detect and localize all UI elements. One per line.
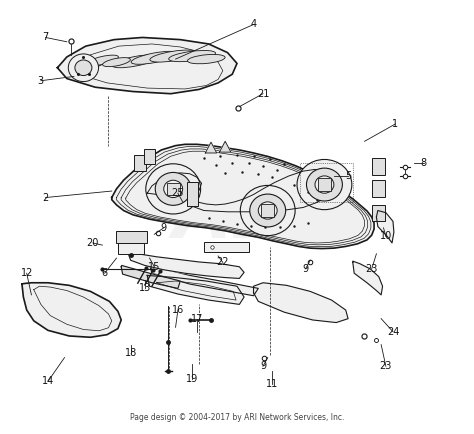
Text: 15: 15 — [148, 262, 161, 272]
Text: 9: 9 — [161, 223, 167, 233]
Text: 11: 11 — [266, 378, 279, 388]
Ellipse shape — [72, 60, 104, 71]
Text: 9: 9 — [260, 361, 266, 371]
Circle shape — [146, 164, 201, 214]
Text: 6: 6 — [101, 268, 108, 278]
Polygon shape — [112, 145, 374, 249]
Ellipse shape — [188, 54, 225, 64]
Text: 10: 10 — [380, 231, 392, 241]
Circle shape — [240, 185, 295, 236]
Circle shape — [164, 180, 182, 197]
Polygon shape — [219, 141, 231, 152]
FancyBboxPatch shape — [372, 205, 385, 221]
FancyBboxPatch shape — [117, 231, 147, 243]
Ellipse shape — [102, 58, 130, 67]
Text: 23: 23 — [380, 361, 392, 371]
Circle shape — [75, 60, 92, 76]
Text: 23: 23 — [365, 264, 378, 274]
Circle shape — [68, 54, 99, 82]
Text: 5: 5 — [345, 171, 351, 181]
Polygon shape — [57, 37, 237, 94]
Circle shape — [307, 168, 342, 201]
Text: 21: 21 — [257, 89, 269, 99]
Ellipse shape — [131, 51, 177, 64]
Ellipse shape — [86, 55, 118, 66]
Text: 3: 3 — [38, 76, 44, 86]
Text: 8: 8 — [420, 158, 427, 168]
Circle shape — [258, 202, 277, 219]
Text: 18: 18 — [125, 348, 137, 358]
Circle shape — [297, 159, 352, 210]
Polygon shape — [22, 283, 121, 337]
Text: 16: 16 — [172, 305, 184, 315]
Ellipse shape — [169, 50, 216, 62]
FancyBboxPatch shape — [261, 204, 274, 217]
FancyBboxPatch shape — [166, 183, 180, 195]
Text: 25: 25 — [172, 188, 184, 198]
Polygon shape — [254, 283, 348, 322]
Circle shape — [155, 172, 191, 205]
Circle shape — [315, 176, 334, 193]
FancyBboxPatch shape — [372, 158, 385, 174]
Text: 20: 20 — [87, 238, 99, 248]
Text: 13: 13 — [139, 283, 151, 293]
Polygon shape — [147, 276, 244, 304]
Ellipse shape — [150, 50, 197, 62]
Polygon shape — [150, 265, 258, 296]
Text: 9: 9 — [302, 264, 309, 274]
FancyBboxPatch shape — [144, 149, 155, 164]
FancyBboxPatch shape — [318, 178, 331, 191]
FancyBboxPatch shape — [204, 242, 249, 252]
FancyBboxPatch shape — [187, 182, 198, 206]
Polygon shape — [376, 210, 394, 243]
Text: Page design © 2004-2017 by ARI Network Services, Inc.: Page design © 2004-2017 by ARI Network S… — [130, 414, 344, 422]
Text: ARI: ARI — [173, 180, 319, 254]
FancyBboxPatch shape — [118, 243, 144, 254]
Text: 22: 22 — [217, 257, 229, 267]
FancyBboxPatch shape — [372, 180, 385, 197]
Text: 17: 17 — [191, 314, 203, 324]
Text: 7: 7 — [43, 33, 49, 43]
Text: 1: 1 — [392, 119, 398, 129]
Text: 2: 2 — [43, 193, 49, 203]
Polygon shape — [128, 251, 244, 279]
Polygon shape — [353, 261, 383, 295]
Text: 24: 24 — [387, 327, 399, 337]
Text: 19: 19 — [186, 374, 198, 384]
Text: 14: 14 — [42, 376, 54, 386]
Text: 12: 12 — [20, 268, 33, 278]
Polygon shape — [121, 266, 180, 288]
Text: 4: 4 — [250, 20, 256, 30]
Circle shape — [250, 194, 286, 227]
FancyBboxPatch shape — [135, 155, 146, 171]
Polygon shape — [205, 142, 217, 153]
Ellipse shape — [112, 55, 158, 68]
